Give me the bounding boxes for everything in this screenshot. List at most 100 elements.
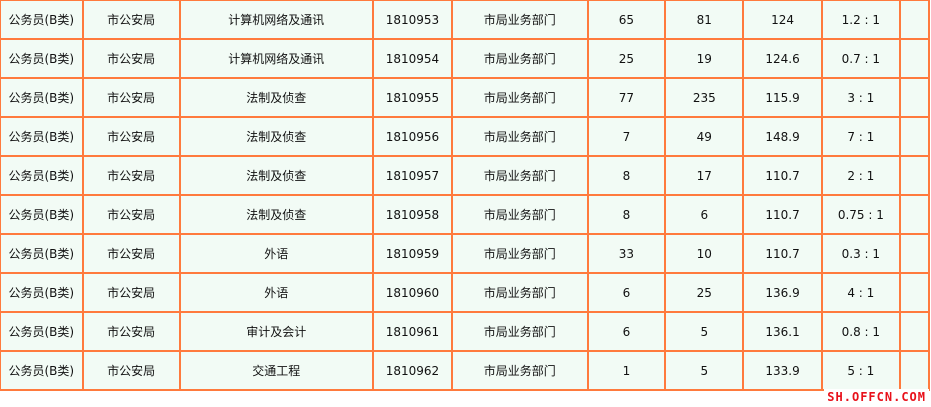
cell-score: 115.9 — [742, 77, 823, 118]
cell-ratio: 4 : 1 — [820, 272, 901, 313]
cell-applicants: 19 — [664, 38, 745, 79]
cell-unit: 市局业务部门 — [451, 350, 589, 391]
cell-score: 110.7 — [742, 155, 823, 196]
cell-quota: 6 — [586, 311, 667, 352]
cell-empty — [898, 272, 931, 313]
cell-applicants: 25 — [664, 272, 745, 313]
cell-code: 1810961 — [371, 311, 454, 352]
cell-category: 公务员(B类) — [0, 311, 84, 352]
cell-position: 法制及侦查 — [178, 77, 374, 118]
cell-empty — [898, 38, 931, 79]
cell-applicants: 17 — [664, 155, 745, 196]
cell-empty — [898, 350, 931, 391]
table-row: 公务员(B类) 市公安局 审计及会计 1810961 市局业务部门 6 5 136.1 0.8 … — [0, 311, 931, 352]
cell-category: 公务员(B类) — [0, 116, 84, 157]
cell-score: 133.9 — [742, 350, 823, 391]
cell-position: 外语 — [178, 272, 374, 313]
cell-position: 法制及侦查 — [178, 155, 374, 196]
cell-code: 1810955 — [371, 77, 454, 118]
cell-department: 市公安局 — [81, 0, 181, 40]
cell-position: 法制及侦查 — [178, 194, 374, 235]
cell-quota: 25 — [586, 38, 667, 79]
cell-department: 市公安局 — [81, 77, 181, 118]
cell-score: 136.9 — [742, 272, 823, 313]
cell-position: 外语 — [178, 233, 374, 274]
cell-applicants: 81 — [664, 0, 745, 40]
cell-department: 市公安局 — [81, 194, 181, 235]
cell-applicants: 5 — [664, 350, 745, 391]
cell-code: 1810954 — [371, 38, 454, 79]
cell-category: 公务员(B类) — [0, 233, 84, 274]
cell-unit: 市局业务部门 — [451, 77, 589, 118]
cell-code: 1810956 — [371, 116, 454, 157]
cell-position: 交通工程 — [178, 350, 374, 391]
cell-ratio: 3 : 1 — [820, 77, 901, 118]
cell-code: 1810958 — [371, 194, 454, 235]
cell-unit: 市局业务部门 — [451, 272, 589, 313]
cell-category: 公务员(B类) — [0, 272, 84, 313]
cell-quota: 8 — [586, 155, 667, 196]
table-row: 公务员(B类) 市公安局 法制及侦查 1810955 市局业务部门 77 235 115.9 3… — [0, 77, 931, 118]
cell-ratio: 1.2 : 1 — [820, 0, 901, 40]
cell-score: 110.7 — [742, 194, 823, 235]
cell-position: 计算机网络及通讯 — [178, 38, 374, 79]
table-row: 公务员(B类) 市公安局 法制及侦查 1810958 市局业务部门 8 6 110.7 0.75… — [0, 194, 931, 235]
cell-empty — [898, 311, 931, 352]
cell-ratio: 5 : 1 — [820, 350, 901, 391]
cell-code: 1810957 — [371, 155, 454, 196]
table-row: 公务员(B类) 市公安局 交通工程 1810962 市局业务部门 1 5 133.9 5 : 1 — [0, 350, 931, 391]
cell-quota: 7 — [586, 116, 667, 157]
cell-quota: 33 — [586, 233, 667, 274]
cell-score: 110.7 — [742, 233, 823, 274]
cell-category: 公务员(B类) — [0, 0, 84, 40]
cell-code: 1810960 — [371, 272, 454, 313]
cell-score: 124.6 — [742, 38, 823, 79]
cell-score: 148.9 — [742, 116, 823, 157]
cell-code: 1810959 — [371, 233, 454, 274]
cell-applicants: 235 — [664, 77, 745, 118]
cell-applicants: 10 — [664, 233, 745, 274]
cell-unit: 市局业务部门 — [451, 116, 589, 157]
cell-quota: 77 — [586, 77, 667, 118]
cell-ratio: 7 : 1 — [820, 116, 901, 157]
cell-unit: 市局业务部门 — [451, 311, 589, 352]
cell-code: 1810962 — [371, 350, 454, 391]
cell-unit: 市局业务部门 — [451, 38, 589, 79]
cell-applicants: 5 — [664, 311, 745, 352]
cell-unit: 市局业务部门 — [451, 194, 589, 235]
cell-category: 公务员(B类) — [0, 77, 84, 118]
cell-empty — [898, 77, 931, 118]
cell-unit: 市局业务部门 — [451, 0, 589, 40]
table-row: 公务员(B类) 市公安局 计算机网络及通讯 1810954 市局业务部门 25 19 124.… — [0, 38, 931, 79]
table-row: 公务员(B类) 市公安局 计算机网络及通讯 1810953 市局业务部门 65 81 124 1… — [0, 0, 931, 40]
table-row: 公务员(B类) 市公安局 外语 1810960 市局业务部门 6 25 136.9 4 : 1 — [0, 272, 931, 313]
cell-quota: 65 — [586, 0, 667, 40]
cell-score: 136.1 — [742, 311, 823, 352]
positions-table: 公务员(B类) 市公安局 计算机网络及通讯 1810953 市局业务部门 65 81 124 1… — [0, 0, 931, 391]
cell-quota: 6 — [586, 272, 667, 313]
cell-department: 市公安局 — [81, 116, 181, 157]
cell-applicants: 49 — [664, 116, 745, 157]
cell-unit: 市局业务部门 — [451, 233, 589, 274]
cell-empty — [898, 233, 931, 274]
table-row: 公务员(B类) 市公安局 外语 1810959 市局业务部门 33 10 110.7 0.3 :… — [0, 233, 931, 274]
table-row: 公务员(B类) 市公安局 法制及侦查 1810956 市局业务部门 7 49 148.9 7 :… — [0, 116, 931, 157]
cell-empty — [898, 155, 931, 196]
cell-quota: 8 — [586, 194, 667, 235]
cell-empty — [898, 116, 931, 157]
cell-department: 市公安局 — [81, 350, 181, 391]
cell-ratio: 0.7 : 1 — [820, 38, 901, 79]
watermark: SH.OFFCN.COM — [824, 389, 929, 405]
cell-department: 市公安局 — [81, 155, 181, 196]
cell-ratio: 0.75 : 1 — [820, 194, 901, 235]
cell-score: 124 — [742, 0, 823, 40]
cell-ratio: 2 : 1 — [820, 155, 901, 196]
cell-department: 市公安局 — [81, 233, 181, 274]
cell-department: 市公安局 — [81, 272, 181, 313]
cell-empty — [898, 0, 931, 40]
cell-ratio: 0.3 : 1 — [820, 233, 901, 274]
cell-unit: 市局业务部门 — [451, 155, 589, 196]
cell-category: 公务员(B类) — [0, 38, 84, 79]
cell-code: 1810953 — [371, 0, 454, 40]
cell-applicants: 6 — [664, 194, 745, 235]
